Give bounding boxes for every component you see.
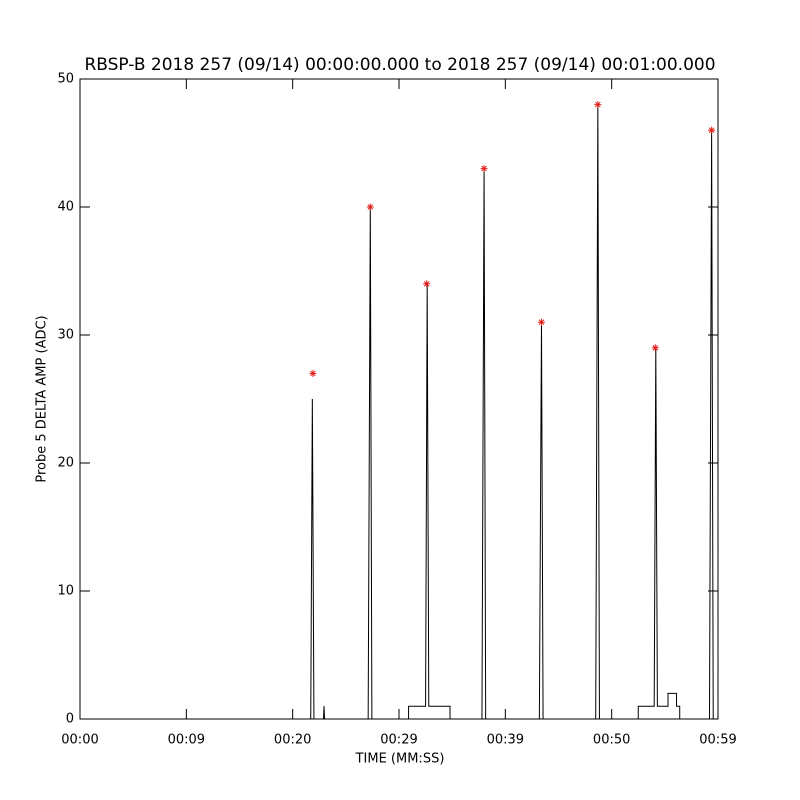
data-line: [80, 104, 714, 720]
peak-marker: [651, 344, 659, 352]
x-tick-label: 00:39: [487, 733, 524, 748]
x-axis-label: TIME (MM:SS): [355, 752, 445, 767]
y-tick-label: 40: [57, 200, 74, 215]
peak-marker: [708, 126, 716, 134]
x-tick-label: 00:59: [699, 733, 736, 748]
peak-marker: [423, 280, 431, 288]
peak-marker: [537, 318, 545, 326]
chart-title: RBSP-B 2018 257 (09/14) 00:00:00.000 to …: [84, 55, 715, 75]
y-axis-label: Probe 5 DELTA AMP (ADC): [35, 315, 50, 482]
x-tick-label: 00:00: [61, 733, 98, 748]
x-tick-label: 00:09: [168, 733, 205, 748]
y-tick-label: 10: [57, 584, 74, 599]
peak-marker: [366, 203, 374, 211]
peak-marker: [594, 101, 602, 109]
x-tick-label: 00:20: [274, 733, 311, 748]
x-tick-label: 00:29: [380, 733, 417, 748]
y-tick-label: 20: [57, 456, 74, 471]
x-tick-label: 00:50: [593, 733, 630, 748]
peak-marker: [480, 165, 488, 173]
y-tick-label: 50: [57, 72, 74, 87]
y-tick-label: 0: [66, 712, 74, 727]
y-tick-label: 30: [57, 328, 74, 343]
peak-marker: [309, 369, 317, 377]
